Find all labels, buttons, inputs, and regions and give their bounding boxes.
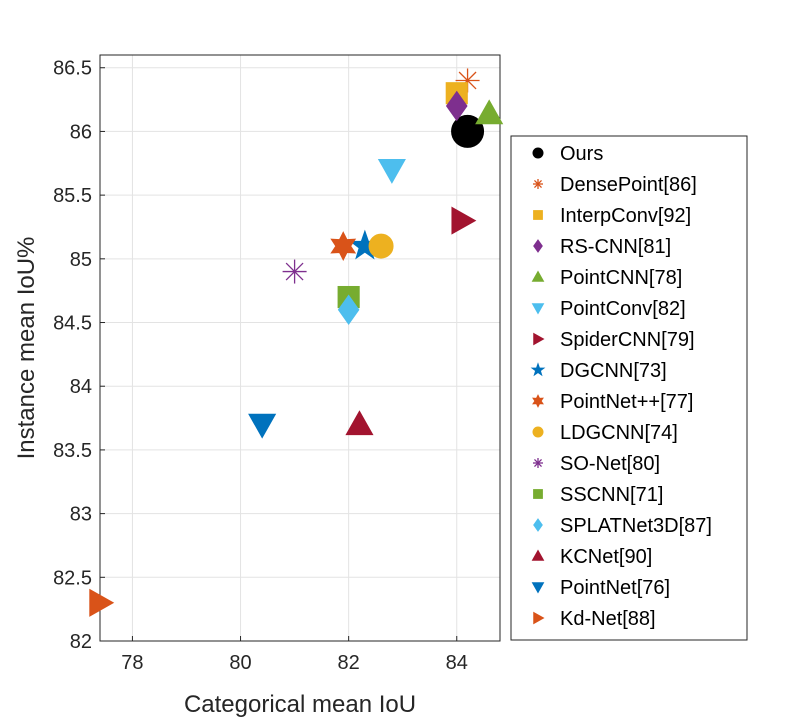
- point-rs-cnn-81: [445, 90, 468, 122]
- legend-marker-densepoint-86: [533, 179, 543, 189]
- legend-label-dgcnn-73: DGCNN[73]: [560, 360, 667, 382]
- point-pointcnn-78: [475, 99, 504, 125]
- x-tick-label: 78: [121, 652, 143, 674]
- legend-marker-dgcnn-73: [530, 362, 546, 377]
- point-pointnet-76: [248, 413, 277, 439]
- y-tick-label: 84: [70, 376, 92, 398]
- point-spidercnn-79: [451, 206, 477, 235]
- x-axis-label: Categorical mean IoU: [184, 691, 416, 718]
- legend-label-splatnet3d-87: SPLATNet3D[87]: [560, 515, 712, 537]
- y-tick-label: 85: [70, 249, 92, 271]
- y-tick-label: 82: [70, 631, 92, 653]
- x-tick-label: 84: [446, 652, 468, 674]
- y-tick-label: 84.5: [53, 313, 92, 335]
- point-kcnet-90: [345, 410, 374, 436]
- y-tick-label: 86.5: [53, 58, 92, 80]
- legend-marker-ours: [532, 147, 544, 159]
- legend-marker-pointcnn-78: [531, 270, 545, 282]
- axis-ticks: 78 80 82 84 82 82.5 83 83.5 84 84.5 85 85.5 86 86.5: [53, 58, 468, 674]
- legend-marker-splatnet3d-87: [533, 518, 543, 532]
- legend-marker-kd-net-88: [533, 611, 545, 625]
- legend-label-sscnn-71: SSCNN[71]: [560, 484, 663, 506]
- legend-label-spidercnn-79: SpiderCNN[79]: [560, 329, 695, 351]
- legend-label-pointconv-82: PointConv[82]: [560, 298, 686, 320]
- legend-label-pointnet-77: PointNet++[77]: [560, 391, 693, 413]
- legend-label-pointnet-76: PointNet[76]: [560, 577, 670, 599]
- point-so-net-80: [282, 259, 307, 284]
- legend-marker-pointnet-76: [531, 582, 545, 594]
- y-tick-label: 86: [70, 121, 92, 143]
- point-pointconv-82: [377, 158, 406, 184]
- y-tick-label: 83: [70, 504, 92, 526]
- point-kd-net-88: [89, 588, 115, 617]
- legend-label-densepoint-86: DensePoint[86]: [560, 174, 697, 196]
- y-tick-label: 85.5: [53, 185, 92, 207]
- legend-label-pointcnn-78: PointCNN[78]: [560, 267, 682, 289]
- y-axis-label: Instance mean IoU%: [13, 237, 40, 460]
- legend-label-kcnet-90: KCNet[90]: [560, 546, 652, 568]
- legend-marker-so-net-80: [533, 458, 543, 468]
- point-ours: [451, 114, 485, 148]
- y-tick-label: 82.5: [53, 567, 92, 589]
- x-tick-label: 82: [338, 652, 360, 674]
- legend-label-kd-net-88: Kd-Net[88]: [560, 608, 656, 630]
- legend-label-interpconv-92: InterpConv[92]: [560, 205, 691, 227]
- x-tick-label: 80: [229, 652, 251, 674]
- legend-box: [510, 135, 748, 641]
- legend-label-ldgcnn-74: LDGCNN[74]: [560, 422, 678, 444]
- legend-label-rs-cnn-81: RS-CNN[81]: [560, 236, 671, 258]
- plot-frame: [99, 54, 501, 642]
- legend-marker-pointnet-77: [532, 394, 544, 408]
- legend-marker-ldgcnn-74: [532, 426, 544, 438]
- legend-marker-rs-cnn-81: [533, 239, 543, 253]
- data-points: [89, 68, 504, 617]
- legend-marker-pointconv-82: [531, 303, 545, 315]
- point-ldgcnn-74: [368, 233, 394, 259]
- legend-label-so-net-80: SO-Net[80]: [560, 453, 660, 475]
- legend-label-ours: Ours: [560, 143, 603, 165]
- legend-marker-sscnn-71: [533, 489, 543, 499]
- y-tick-label: 83.5: [53, 440, 92, 462]
- legend-marker-spidercnn-79: [533, 332, 545, 346]
- point-pointnet-77: [330, 231, 357, 261]
- legend: Ours DensePoint[86] InterpConv[92] RS-CNN[8…: [510, 135, 748, 641]
- legend-marker-interpconv-92: [533, 210, 543, 220]
- point-splatnet3d-87: [337, 294, 360, 326]
- grid: [100, 55, 500, 642]
- legend-marker-kcnet-90: [531, 549, 545, 561]
